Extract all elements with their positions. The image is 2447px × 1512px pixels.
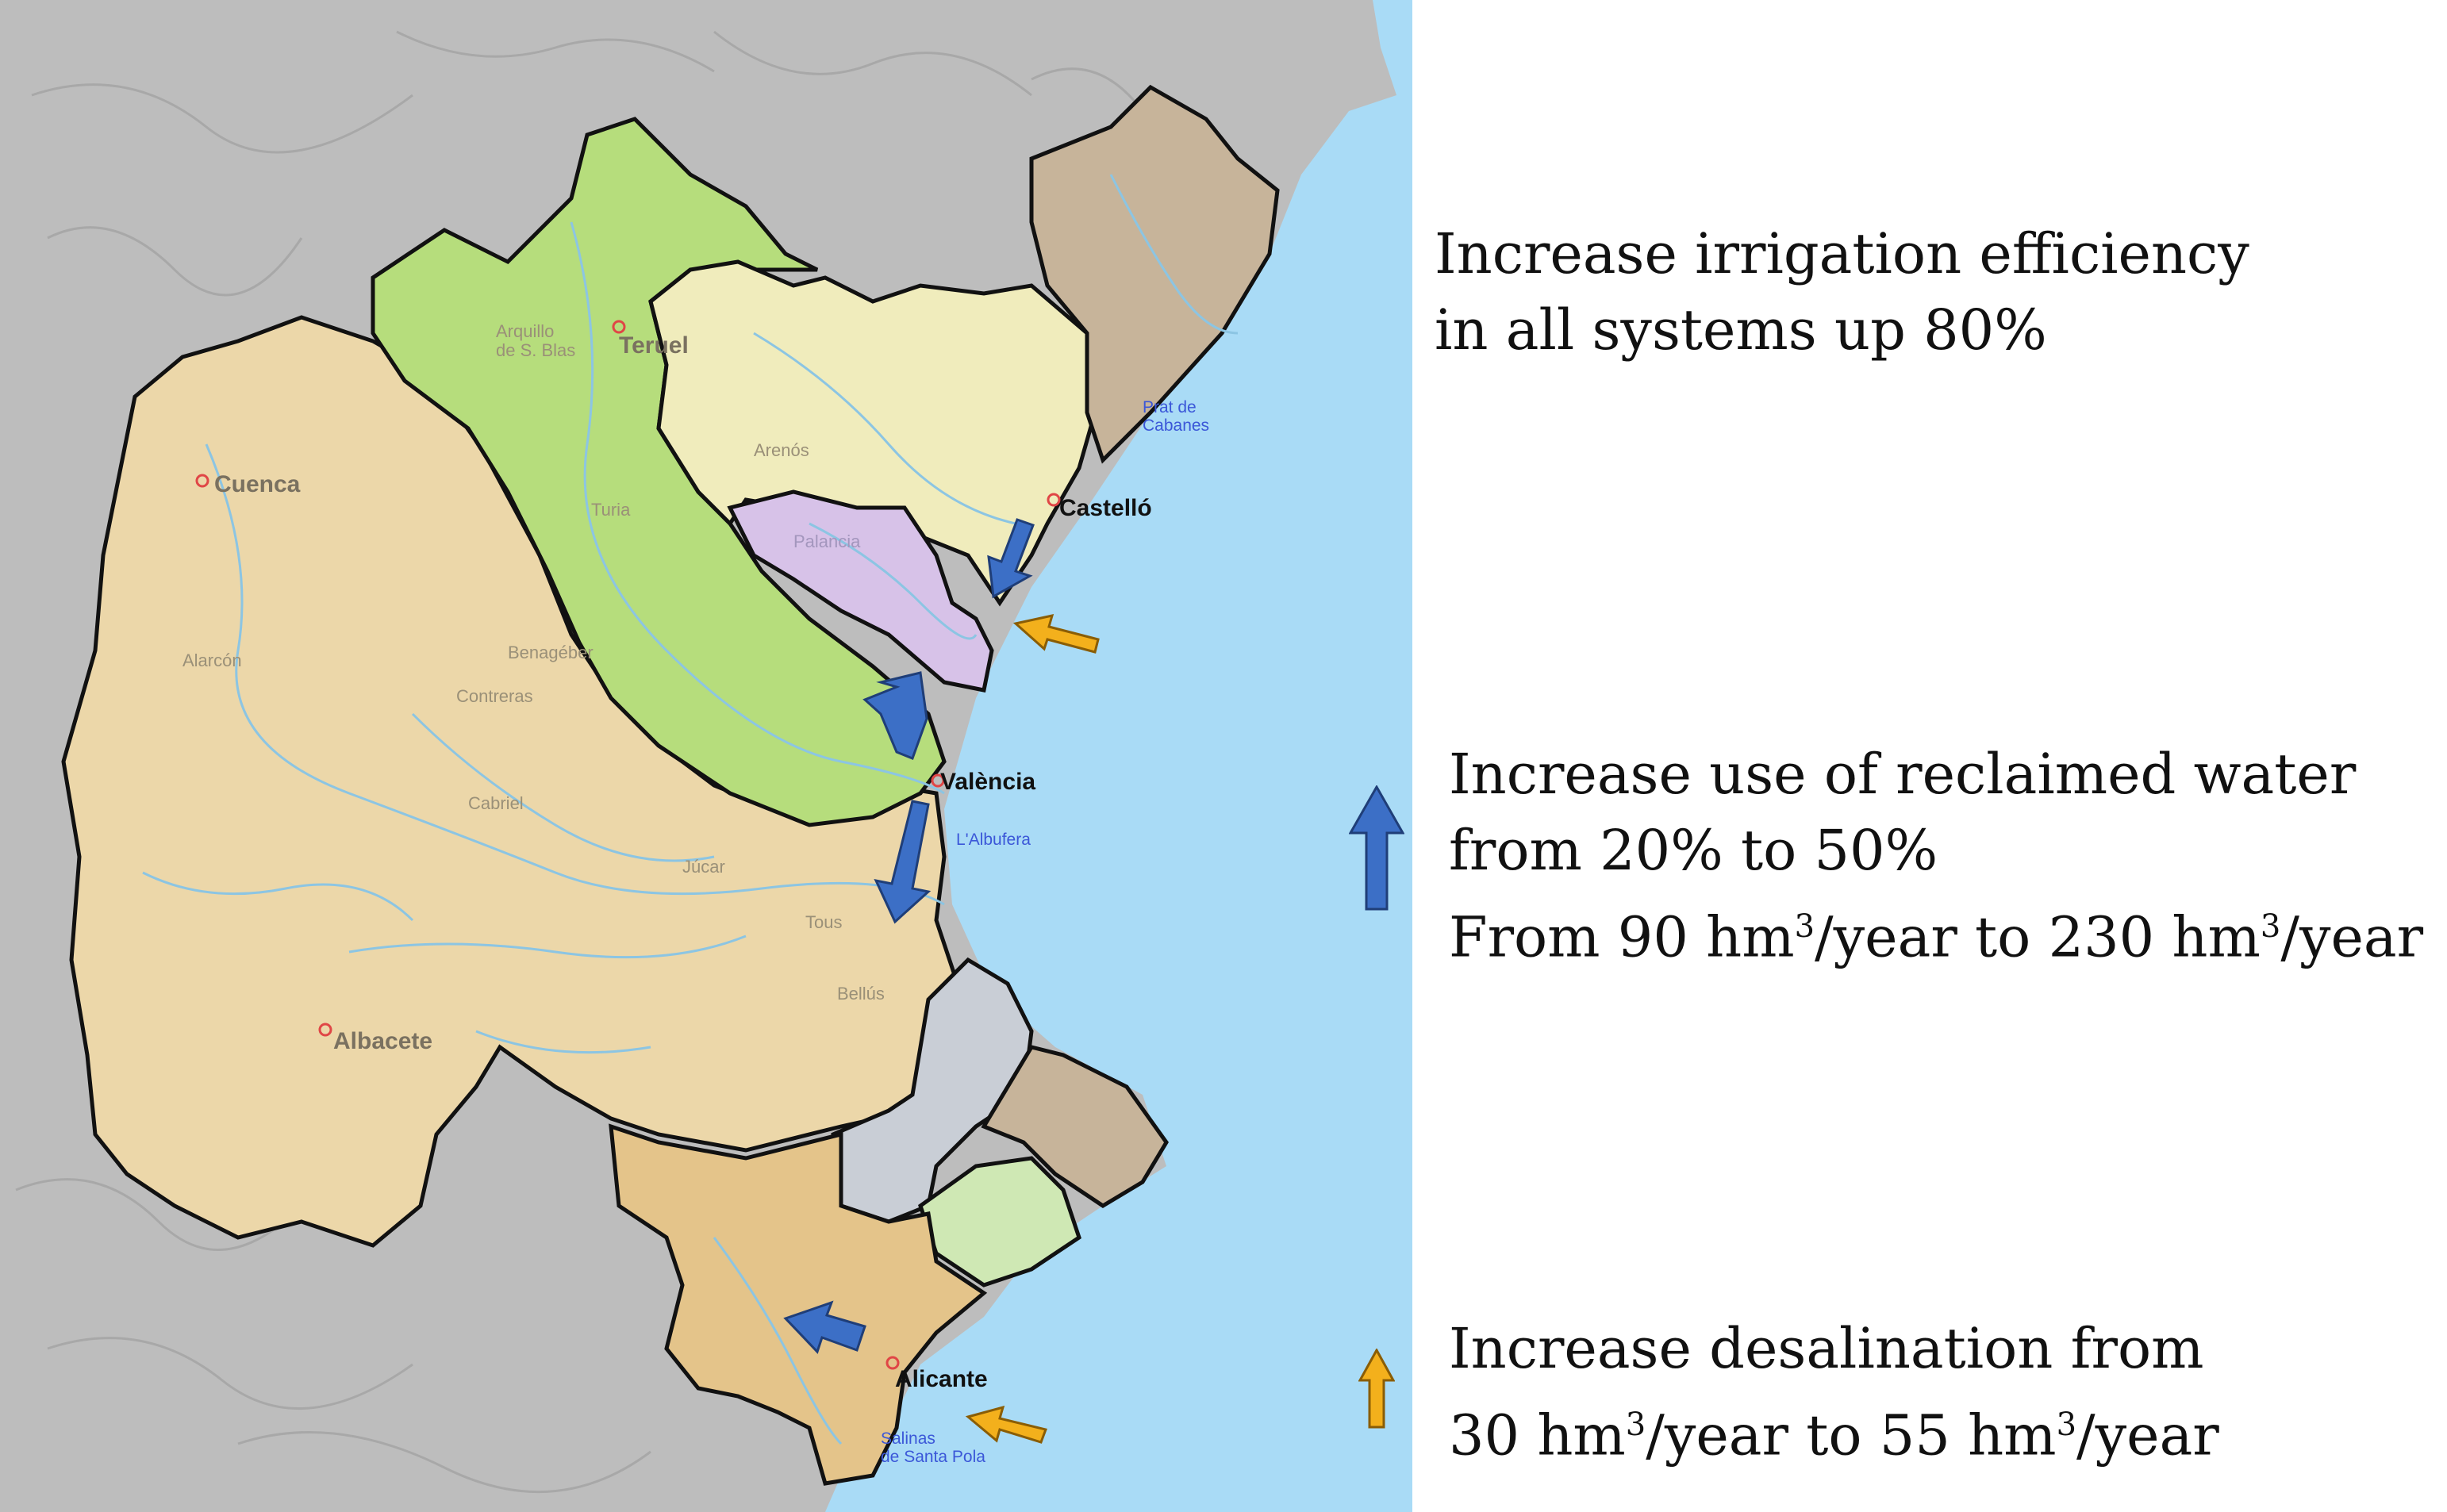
city-marker-icon bbox=[195, 320, 1061, 1370]
basin-vinalopo bbox=[609, 1123, 988, 1486]
label-palancia: Palancia bbox=[793, 532, 861, 551]
legend-irrigation: Increase irrigation efficiency in all sy… bbox=[1435, 216, 2249, 368]
label-benageber: Benagéber bbox=[508, 643, 594, 662]
basin-mijares bbox=[648, 259, 1097, 607]
sea bbox=[825, 0, 1412, 1512]
legend-desalination-line2: 30 hm3/year to 55 hm3/year bbox=[1449, 1403, 2219, 1468]
label-jucar: Júcar bbox=[682, 857, 725, 877]
basin-map: Teruel Cuenca Castelló València Albacete… bbox=[0, 0, 1412, 1512]
rivers bbox=[142, 174, 1239, 1445]
label-bellus: Bellús bbox=[837, 984, 885, 1004]
reclaimed-water-arrow-icon bbox=[1349, 785, 1404, 911]
desalination-arrow-icon bbox=[965, 614, 1100, 1444]
city-label-alicante: Alicante bbox=[895, 1366, 988, 1392]
basin-palancia bbox=[727, 489, 994, 693]
label-cabriel: Cabriel bbox=[468, 793, 524, 813]
legend-desalination: Increase desalination from 30 hm3/year t… bbox=[1449, 1311, 2219, 1473]
city-label-valencia: València bbox=[940, 769, 1035, 795]
legend-reclaimed-line1: Increase use of reclaimed water bbox=[1449, 742, 2357, 807]
basin-serpis bbox=[831, 957, 1034, 1224]
legend-reclaimed-line3: From 90 hm3/year to 230 hm3/year bbox=[1449, 904, 2424, 970]
water-label-albufera: L'Albufera bbox=[956, 831, 1031, 849]
basin-north bbox=[1029, 84, 1280, 464]
water-label-prat: Prat de Cabanes bbox=[1143, 398, 1209, 435]
water-label-salinas: Salinas de Santa Pola bbox=[881, 1429, 985, 1466]
legend-reclaimed: Increase use of reclaimed water from 20%… bbox=[1449, 736, 2423, 975]
legend-irrigation-line2: in all systems up 80% bbox=[1435, 297, 2047, 363]
basin-marina bbox=[981, 1045, 1169, 1208]
city-label-cuenca: Cuenca bbox=[214, 471, 301, 497]
label-contreras: Contreras bbox=[456, 686, 533, 706]
legend-irrigation-line1: Increase irrigation efficiency bbox=[1435, 221, 2249, 286]
label-alarcon: Alarcón bbox=[182, 650, 242, 670]
reclaimed-water-arrow-icon bbox=[783, 518, 1035, 1354]
basin-turia bbox=[371, 117, 947, 827]
city-label-castello: Castelló bbox=[1059, 495, 1152, 521]
legend-reclaimed-line2: from 20% to 50% bbox=[1449, 818, 1938, 883]
city-label-albacete: Albacete bbox=[333, 1028, 432, 1054]
label-arenos: Arenós bbox=[754, 440, 809, 460]
label-tous: Tous bbox=[805, 912, 842, 932]
relief-texture bbox=[15, 30, 1144, 1494]
basin-alcoi bbox=[918, 1156, 1081, 1288]
desalination-arrow-icon bbox=[1358, 1349, 1395, 1429]
legend-desalination-line1: Increase desalination from bbox=[1449, 1316, 2204, 1381]
city-label-teruel: Teruel bbox=[619, 332, 689, 359]
label-arquillo: Arquillo de S. Blas bbox=[496, 321, 575, 360]
label-turia: Turia bbox=[591, 500, 631, 520]
